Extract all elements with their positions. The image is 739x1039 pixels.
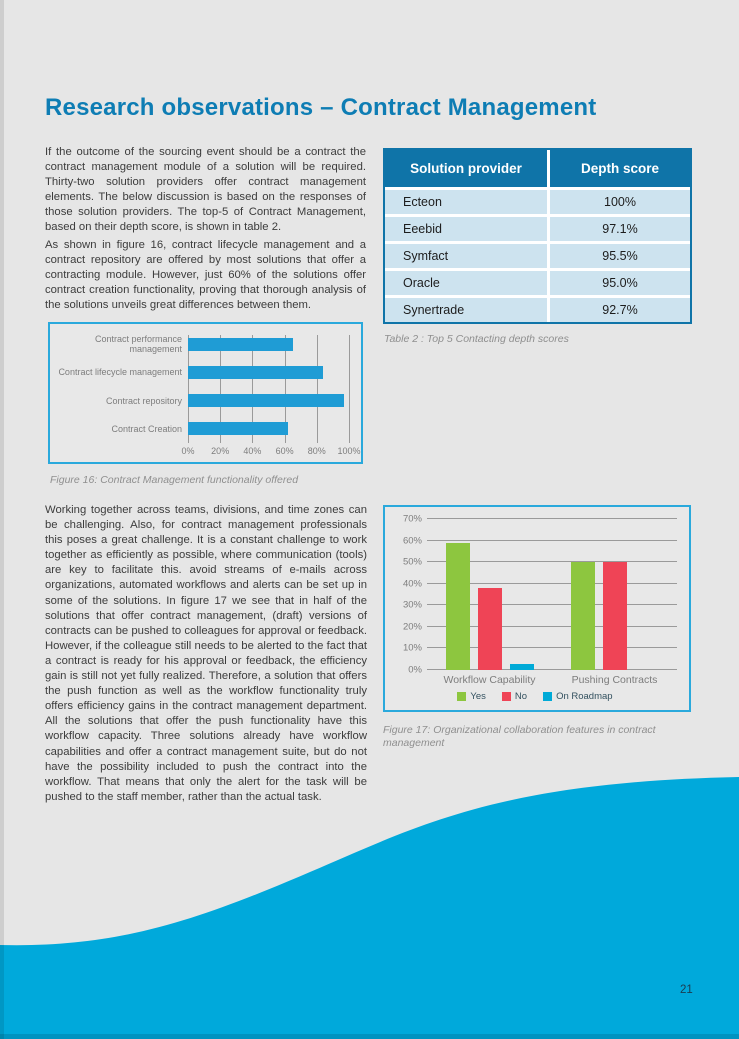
fig17-legend: Yes No On Roadmap [393, 689, 677, 704]
legend-item: On Roadmap [543, 691, 613, 702]
y-tick-label: 10% [402, 642, 422, 654]
bar-track [188, 365, 349, 379]
legend-label: No [514, 691, 528, 702]
depth-score-table: Solution provider Depth score Ecteon 100% Ee… [383, 148, 692, 324]
gridline [252, 335, 254, 443]
y-tick-label: 20% [402, 621, 422, 633]
table-cell-score: 95.5% [550, 244, 690, 268]
table-cell-score: 100% [550, 190, 690, 214]
footer-wave [0, 777, 739, 1039]
legend-swatch-no [501, 692, 511, 701]
figure16-caption: Figure 16: Contract Management functiona… [50, 474, 299, 486]
legend-label: On Roadmap [556, 691, 613, 702]
bar-on-roadmap [509, 663, 534, 670]
gridline [427, 669, 677, 670]
gridline [427, 604, 677, 606]
x-tick-label: 60% [275, 446, 294, 456]
bar-no [602, 562, 627, 670]
bar-row: Contract Creation [54, 415, 349, 443]
bar-no [477, 588, 502, 670]
x-tick-label: 20% [211, 446, 230, 456]
x-tick-label: 100% [337, 446, 361, 456]
gridline [427, 647, 677, 649]
gridline [427, 539, 677, 541]
legend-item: No [501, 691, 528, 702]
table-cell-provider: Synertrade [385, 298, 547, 322]
bar-track [188, 394, 349, 408]
fig17-category-labels: Workflow Capability Pushing Contracts [427, 670, 677, 689]
legend-swatch-on-roadmap [543, 692, 553, 701]
bar-yes [570, 562, 595, 670]
table-header-score: Depth score [550, 150, 690, 187]
figure17-chart: 0% 10% 20% 30% 40% 50% 60% 70% Workflow Capabili… [383, 505, 691, 712]
bar-group-workflow-capability [427, 519, 552, 670]
category-label: Contract repository [105, 395, 182, 406]
y-tick-label: 0% [408, 664, 422, 676]
table-cell-score: 95.0% [550, 271, 690, 295]
gridline [316, 335, 318, 443]
legend-swatch-yes [457, 692, 467, 701]
x-tick-label: 80% [307, 446, 326, 456]
fig16-main: Contract performance management Contract … [54, 330, 350, 443]
table-cell-provider: Ecteon [385, 190, 547, 214]
fig16-gridlines [188, 335, 350, 443]
table-cell-provider: Oracle [385, 271, 547, 295]
fig16-plot-area: Contract performance management Contract … [54, 330, 360, 458]
fig16-x-axis: 0% 20% 40% 60% 80% 100% [181, 443, 360, 458]
y-tick-label: 50% [402, 556, 422, 568]
category-label: Contract performance management [94, 334, 182, 355]
fig16-rows: Contract performance management Contract … [54, 330, 349, 443]
gridline [427, 518, 677, 519]
bar-contract-lifecycle-management [188, 365, 324, 379]
fig17-bar-groups [427, 519, 677, 670]
page-number: 21 [680, 984, 693, 996]
table-cell-score: 92.7% [550, 298, 690, 322]
gridline [427, 625, 677, 627]
x-tick-label: 0% [181, 446, 195, 456]
bar-track [188, 337, 349, 351]
x-tick-label: 40% [243, 446, 262, 456]
bar-contract-performance-management [188, 337, 293, 351]
gridline [220, 335, 222, 443]
bar-group-pushing-contracts [552, 519, 677, 670]
table-cell-provider: Symfact [385, 244, 547, 268]
page-title: Research observations – Contract Managem… [45, 94, 597, 121]
table-cell-score: 97.1% [550, 217, 690, 241]
gridline [427, 561, 677, 563]
legend-label: Yes [470, 691, 486, 702]
category-label: Workflow Capability [443, 674, 536, 686]
bar-track [188, 422, 349, 436]
y-tick-label: 40% [402, 578, 422, 590]
body-paragraph-1: If the outcome of the sourcing event sho… [45, 146, 366, 234]
bar-contract-creation [188, 422, 288, 436]
body-paragraph-3: Working together across teams, divisions… [45, 504, 367, 803]
category-label: Pushing Contracts [571, 674, 658, 686]
gridline [349, 335, 350, 443]
gridline [284, 335, 286, 443]
bar-row: Contract repository [54, 387, 349, 415]
page-edge-shadow [0, 0, 4, 1039]
fig17-plot-area: 0% 10% 20% 30% 40% 50% 60% 70% Workflow Capabili… [393, 514, 677, 704]
figure16-chart: Contract performance management Contract … [48, 322, 363, 464]
bar-row: Contract lifecycle management [54, 358, 349, 386]
y-tick-label: 30% [402, 599, 422, 611]
category-label: Contract lifecycle management [58, 367, 182, 378]
y-tick-label: 60% [402, 535, 422, 547]
footer-strip [0, 1034, 739, 1039]
gridline [188, 335, 189, 443]
bar-yes [445, 542, 470, 670]
body-paragraph-2: As shown in figure 16, contract lifecycl… [45, 239, 366, 312]
y-tick-label: 70% [402, 513, 422, 525]
gridline [427, 582, 677, 584]
legend-item: Yes [457, 691, 486, 702]
category-label: Contract Creation [111, 423, 182, 434]
bar-contract-repository [188, 394, 345, 408]
table-cell-provider: Eeebid [385, 217, 547, 241]
table-caption: Table 2 : Top 5 Contacting depth scores [384, 333, 569, 345]
fig17-plot: 0% 10% 20% 30% 40% 50% 60% 70% [403, 514, 677, 676]
table-header-provider: Solution provider [385, 150, 547, 187]
bar-row: Contract performance management [54, 330, 349, 358]
figure17-caption: Figure 17: Organizational collaboration … [383, 724, 656, 749]
